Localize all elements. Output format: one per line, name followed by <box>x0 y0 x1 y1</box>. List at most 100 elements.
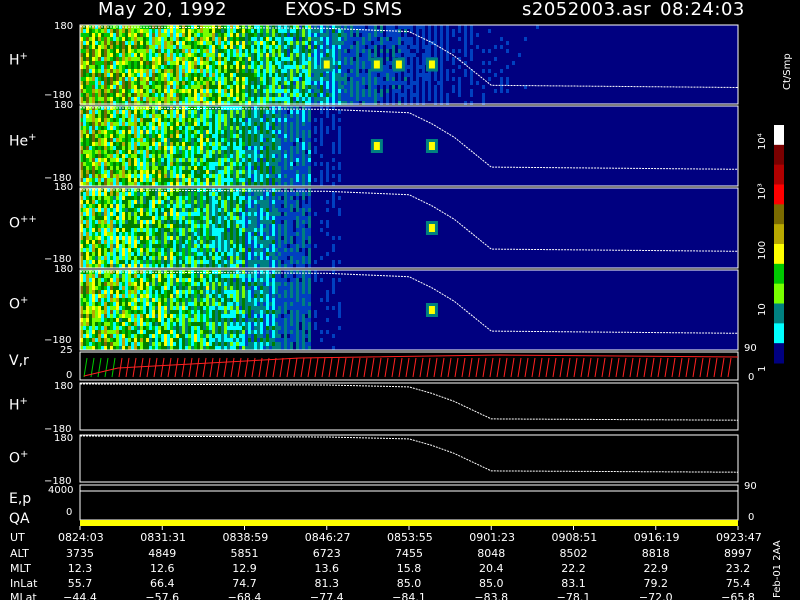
heatmap-cell <box>191 252 194 256</box>
heatmap-cell <box>293 33 296 37</box>
heatmap-cell <box>359 29 362 33</box>
heatmap-cell <box>440 25 443 29</box>
heatmap-cell <box>134 252 137 256</box>
heatmap-cell <box>170 53 173 57</box>
heatmap-cell <box>209 252 212 256</box>
heatmap-cell <box>290 33 293 37</box>
heatmap-cell <box>236 154 239 158</box>
heatmap-cell <box>233 204 236 208</box>
heatmap-cell <box>353 45 356 49</box>
heatmap-cell <box>269 93 272 97</box>
heatmap-cell <box>191 204 194 208</box>
heatmap-cell <box>260 154 263 158</box>
heatmap-cell <box>365 33 368 37</box>
heatmap-cell <box>374 33 377 37</box>
heatmap-cell <box>227 45 230 49</box>
heatmap-cell <box>266 182 269 186</box>
heatmap-cell <box>422 93 425 97</box>
heatmap-cell <box>179 77 182 81</box>
heatmap-cell <box>182 134 185 138</box>
heatmap-cell <box>170 260 173 264</box>
heatmap-cell <box>110 192 113 196</box>
heatmap-cell <box>353 81 356 85</box>
heatmap-cell <box>92 138 95 142</box>
heatmap-cell <box>158 85 161 89</box>
heatmap-cell <box>95 49 98 53</box>
heatmap-cell <box>377 93 380 97</box>
heatmap-cell <box>173 170 176 174</box>
heatmap-cell <box>335 25 338 29</box>
heatmap-cell <box>326 101 329 105</box>
heatmap-cell <box>113 81 116 85</box>
heatmap-cell <box>203 49 206 53</box>
heatmap-cell <box>257 49 260 53</box>
heatmap-cell <box>146 170 149 174</box>
heatmap-cell <box>98 130 101 134</box>
heatmap-cell <box>131 150 134 154</box>
heatmap-cell <box>215 53 218 57</box>
heatmap-cell <box>305 106 308 110</box>
heatmap-cell <box>293 93 296 97</box>
heatmap-cell <box>107 29 110 33</box>
heatmap-cell <box>167 240 170 244</box>
heatmap-cell <box>230 170 233 174</box>
heatmap-cell <box>161 178 164 182</box>
heatmap-cell <box>272 134 275 138</box>
heatmap-cell <box>164 101 167 105</box>
heatmap-cell <box>122 154 125 158</box>
heatmap-cell <box>83 130 86 134</box>
heatmap-cell <box>110 126 113 130</box>
heatmap-cell <box>272 53 275 57</box>
heatmap-cell <box>338 93 341 97</box>
heatmap-cell <box>203 192 206 196</box>
heatmap-cell <box>290 53 293 57</box>
heatmap-cell <box>116 260 119 264</box>
heatmap-cell <box>173 65 176 69</box>
heatmap-cell <box>149 126 152 130</box>
heatmap-cell <box>506 89 509 93</box>
heatmap-cell <box>314 73 317 77</box>
heatmap-cell <box>353 97 356 101</box>
heatmap-cell <box>113 77 116 81</box>
heatmap-cell <box>158 118 161 122</box>
heatmap-cell <box>305 29 308 33</box>
heatmap-cell <box>176 29 179 33</box>
heatmap-cell <box>296 49 299 53</box>
heatmap-cell <box>296 166 299 170</box>
heatmap-cell <box>374 45 377 49</box>
heatmap-cell <box>146 260 149 264</box>
heatmap-cell <box>278 65 281 69</box>
heatmap-cell <box>98 69 101 73</box>
heatmap-cell <box>128 33 131 37</box>
heatmap-cell <box>476 45 479 49</box>
heatmap-cell <box>212 256 215 260</box>
heatmap-cell <box>227 77 230 81</box>
heatmap-cell <box>269 166 272 170</box>
heatmap-cell <box>182 41 185 45</box>
heatmap-cell <box>317 69 320 73</box>
heatmap-cell <box>218 85 221 89</box>
heatmap-cell <box>158 97 161 101</box>
heatmap-cell <box>482 97 485 101</box>
heatmap-cell <box>356 45 359 49</box>
heatmap-cell <box>146 29 149 33</box>
heatmap-cell <box>308 126 311 130</box>
heatmap-cell <box>242 126 245 130</box>
heatmap-cell <box>95 89 98 93</box>
heatmap-cell <box>182 150 185 154</box>
heatmap-cell <box>263 178 266 182</box>
heatmap-cell <box>257 41 260 45</box>
heatmap-cell <box>266 146 269 150</box>
heatmap-cell <box>380 49 383 53</box>
heatmap-cell <box>164 220 167 224</box>
heatmap-cell <box>311 85 314 89</box>
heatmap-cell <box>281 178 284 182</box>
heatmap-cell <box>230 146 233 150</box>
heatmap-cell <box>470 77 473 81</box>
heatmap-cell <box>362 45 365 49</box>
heatmap-cell <box>86 114 89 118</box>
heatmap-cell <box>395 81 398 85</box>
heatmap-cell <box>98 61 101 65</box>
heatmap-cell <box>236 146 239 150</box>
heatmap-cell <box>296 174 299 178</box>
